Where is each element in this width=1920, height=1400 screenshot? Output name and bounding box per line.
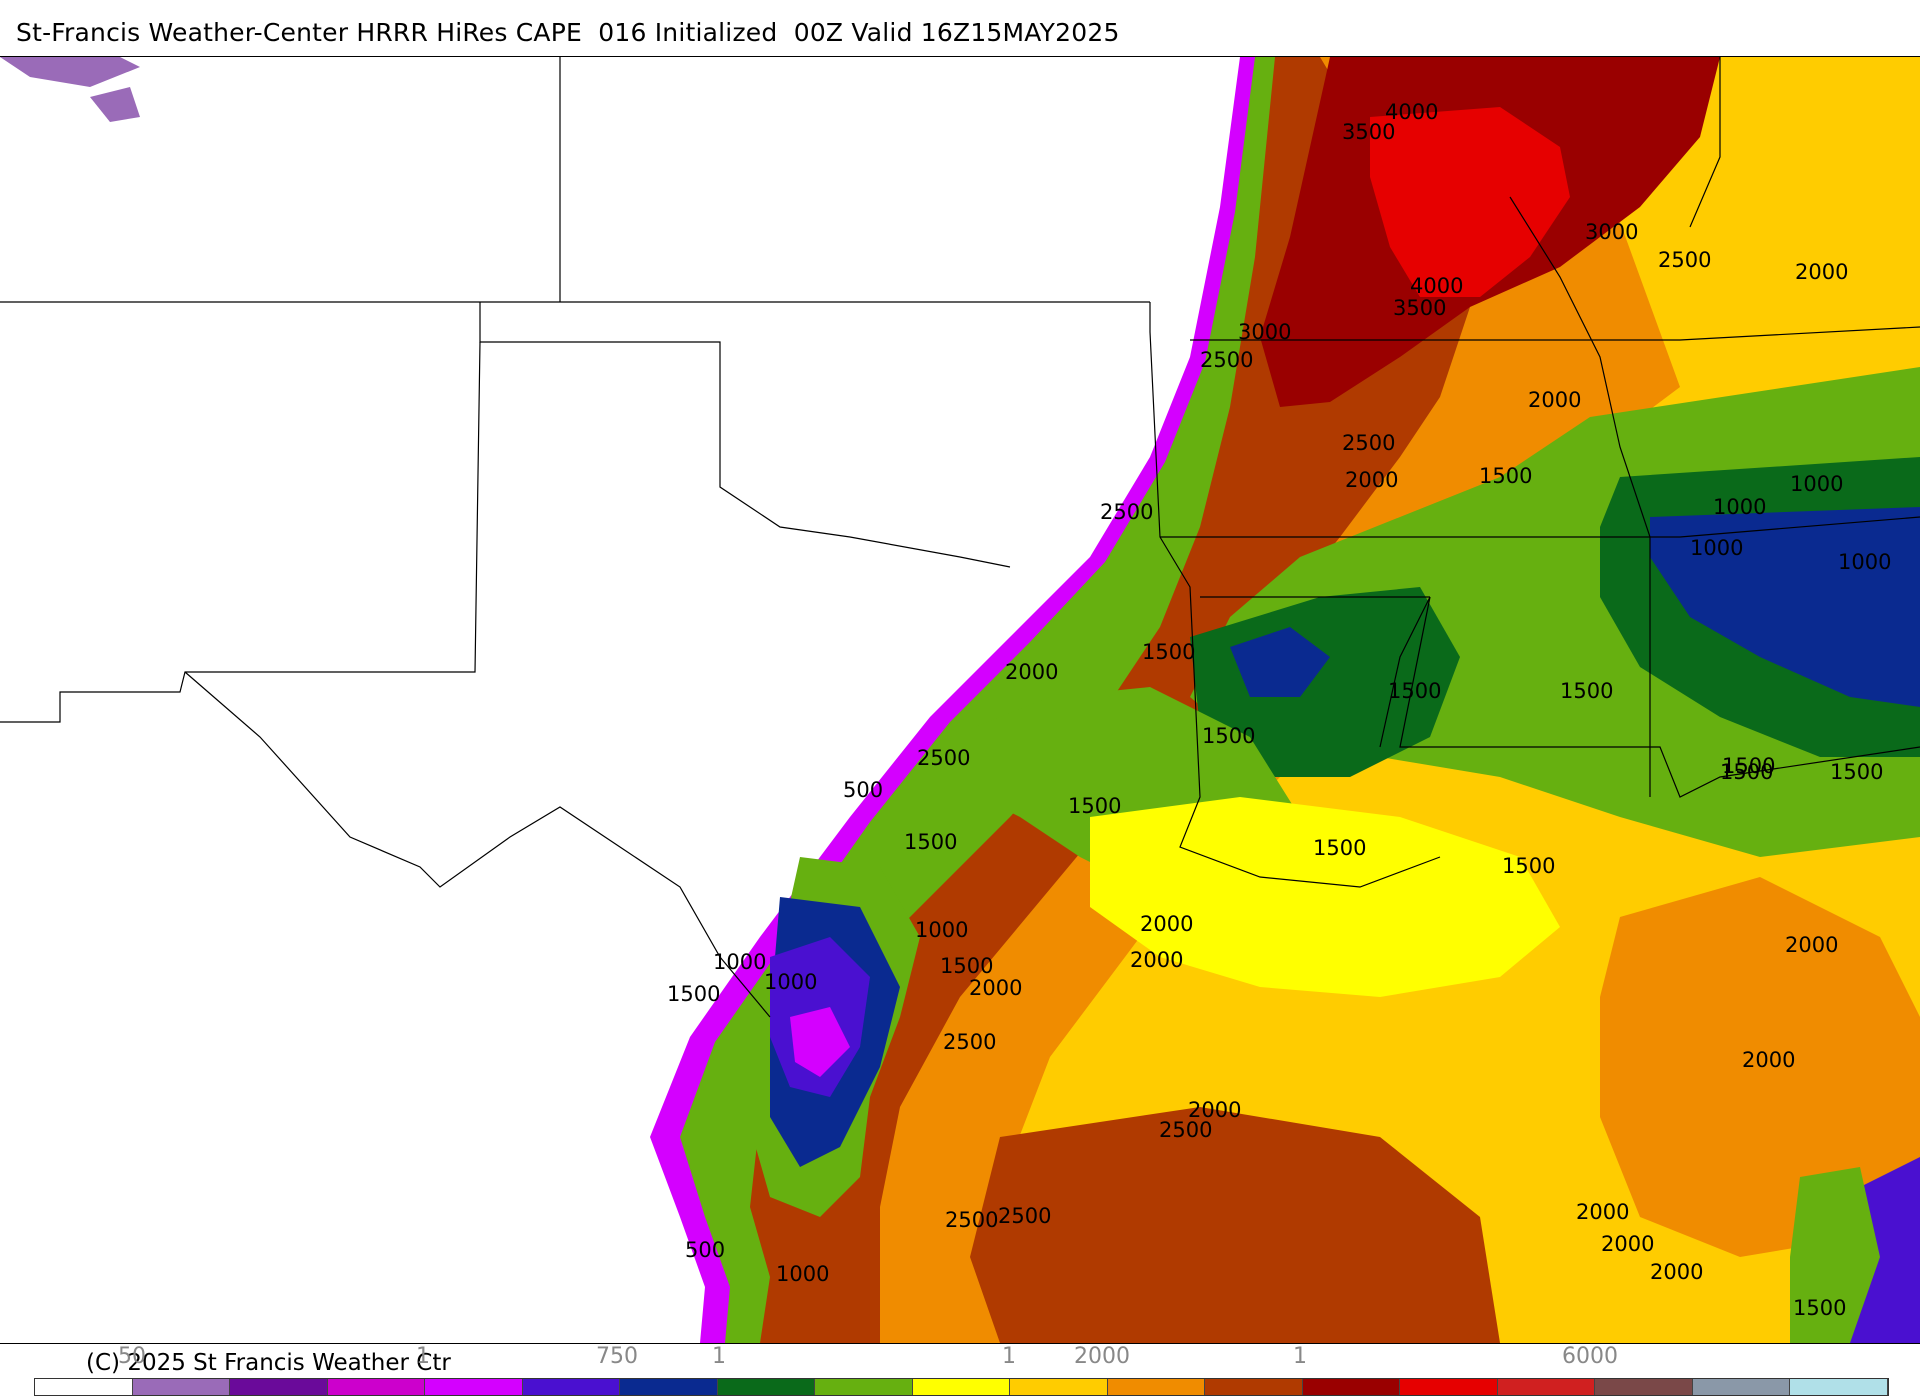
contour-value-label: 3000 xyxy=(1238,320,1291,344)
contour-value-label: 1500 xyxy=(1202,724,1255,748)
contour-value-label: 1500 xyxy=(1142,640,1195,664)
colorbar-swatch xyxy=(35,1379,133,1395)
colorbar-swatch xyxy=(912,1379,1010,1395)
contour-value-label: 2000 xyxy=(1528,388,1581,412)
copyright-text: (C) 2025 St Francis Weather Ctr xyxy=(86,1350,451,1376)
contour-value-label: 1000 xyxy=(713,950,766,974)
contour-value-label: 2000 xyxy=(1576,1200,1629,1224)
contour-value-label: 1500 xyxy=(1479,464,1532,488)
map-title: St-Francis Weather-Center HRRR HiRes CAP… xyxy=(16,18,1120,47)
colorbar-swatch xyxy=(1400,1379,1498,1395)
contour-value-label: 2000 xyxy=(1601,1232,1654,1256)
contour-value-label: 1500 xyxy=(1068,794,1121,818)
contour-value-label: 1500 xyxy=(1313,836,1366,860)
contour-value-label: 4000 xyxy=(1410,274,1463,298)
colorbar-swatch xyxy=(1692,1379,1790,1395)
contour-value-label: 1500 xyxy=(1502,854,1555,878)
contour-value-label: 2000 xyxy=(1005,660,1058,684)
colorbar-tick-label: 6000 xyxy=(1562,1344,1618,1369)
contour-value-label: 2500 xyxy=(998,1204,1051,1228)
colorbar-tick-label: 1 xyxy=(1293,1344,1307,1369)
contour-value-label: 2500 xyxy=(917,746,970,770)
contour-value-label: 2000 xyxy=(1188,1098,1241,1122)
contour-value-label: 1000 xyxy=(1790,472,1843,496)
contour-value-label: 2000 xyxy=(1140,912,1193,936)
colorbar-swatch xyxy=(132,1379,230,1395)
contour-value-label: 3500 xyxy=(1393,296,1446,320)
contour-value-label: 500 xyxy=(843,778,883,802)
contour-value-label: 1500 xyxy=(1560,679,1613,703)
contour-value-label: 2000 xyxy=(969,976,1022,1000)
contour-value-label: 2500 xyxy=(1342,431,1395,455)
colorbar-swatch xyxy=(1205,1379,1303,1395)
colorbar-tick-label: 1 xyxy=(1002,1344,1016,1369)
colorbar-swatch xyxy=(717,1379,815,1395)
contour-value-label: 1500 xyxy=(1830,760,1883,784)
contour-value-label: 4000 xyxy=(1385,100,1438,124)
colorbar-tick-label: 1 xyxy=(712,1344,726,1369)
contour-value-label: 1500 xyxy=(1722,754,1775,778)
contour-value-label: 500 xyxy=(685,1238,725,1262)
colorbar-swatch xyxy=(1302,1379,1400,1395)
contour-value-label: 1500 xyxy=(1388,679,1441,703)
colorbar-swatch xyxy=(815,1379,913,1395)
contour-value-label: 3000 xyxy=(1585,220,1638,244)
contour-value-label: 2000 xyxy=(1345,468,1398,492)
colorbar-swatch xyxy=(522,1379,620,1395)
contour-value-label: 1000 xyxy=(1838,550,1891,574)
contour-value-label: 1500 xyxy=(1793,1296,1846,1320)
cape-map: 4000 3500 3000 2500 2000 4000 3500 3000 2500 2000… xyxy=(0,56,1920,1344)
contour-value-label: 1500 xyxy=(667,982,720,1006)
contour-value-label: 2500 xyxy=(1159,1118,1212,1142)
contour-value-label: 2500 xyxy=(945,1208,998,1232)
contour-value-label: 2000 xyxy=(1795,260,1848,284)
contour-value-label: 1000 xyxy=(915,918,968,942)
contour-value-label: 1500 xyxy=(904,830,957,854)
cape-colorbar xyxy=(34,1378,1889,1396)
colorbar-tick-label: 2000 xyxy=(1074,1344,1130,1369)
colorbar-swatch xyxy=(1497,1379,1595,1395)
contour-value-label: 1000 xyxy=(776,1262,829,1286)
contour-value-label: 2000 xyxy=(1785,933,1838,957)
colorbar-swatch xyxy=(327,1379,425,1395)
contour-value-label: 1000 xyxy=(764,970,817,994)
contour-value-label: 1500 xyxy=(1720,760,1773,784)
colorbar-swatch xyxy=(425,1379,523,1395)
contour-value-label: 1000 xyxy=(1713,495,1766,519)
colorbar-swatch xyxy=(620,1379,718,1395)
colorbar-tick-label: 50 xyxy=(118,1344,146,1369)
contour-value-label: 2500 xyxy=(1100,500,1153,524)
contour-value-label: 2000 xyxy=(1742,1048,1795,1072)
contour-value-label: 2500 xyxy=(1200,348,1253,372)
colorbar-swatch xyxy=(1595,1379,1693,1395)
boundary-lines xyxy=(0,57,1920,1018)
contour-value-label: 1000 xyxy=(1690,536,1743,560)
contour-value-label: 1500 xyxy=(940,954,993,978)
colorbar-swatch xyxy=(1790,1379,1888,1395)
colorbar-tick-label: 1 xyxy=(416,1344,430,1369)
contour-value-label: 3500 xyxy=(1342,120,1395,144)
colorbar-swatch xyxy=(230,1379,328,1395)
contour-value-label: 2000 xyxy=(1130,948,1183,972)
cape-shading xyxy=(0,57,1920,1343)
contour-value-label: 2500 xyxy=(943,1030,996,1054)
colorbar-swatch xyxy=(1010,1379,1108,1395)
contour-value-label: 2500 xyxy=(1658,248,1711,272)
contour-value-label: 2000 xyxy=(1650,1260,1703,1284)
colorbar-swatch xyxy=(1107,1379,1205,1395)
colorbar-tick-label: 750 xyxy=(596,1344,638,1369)
